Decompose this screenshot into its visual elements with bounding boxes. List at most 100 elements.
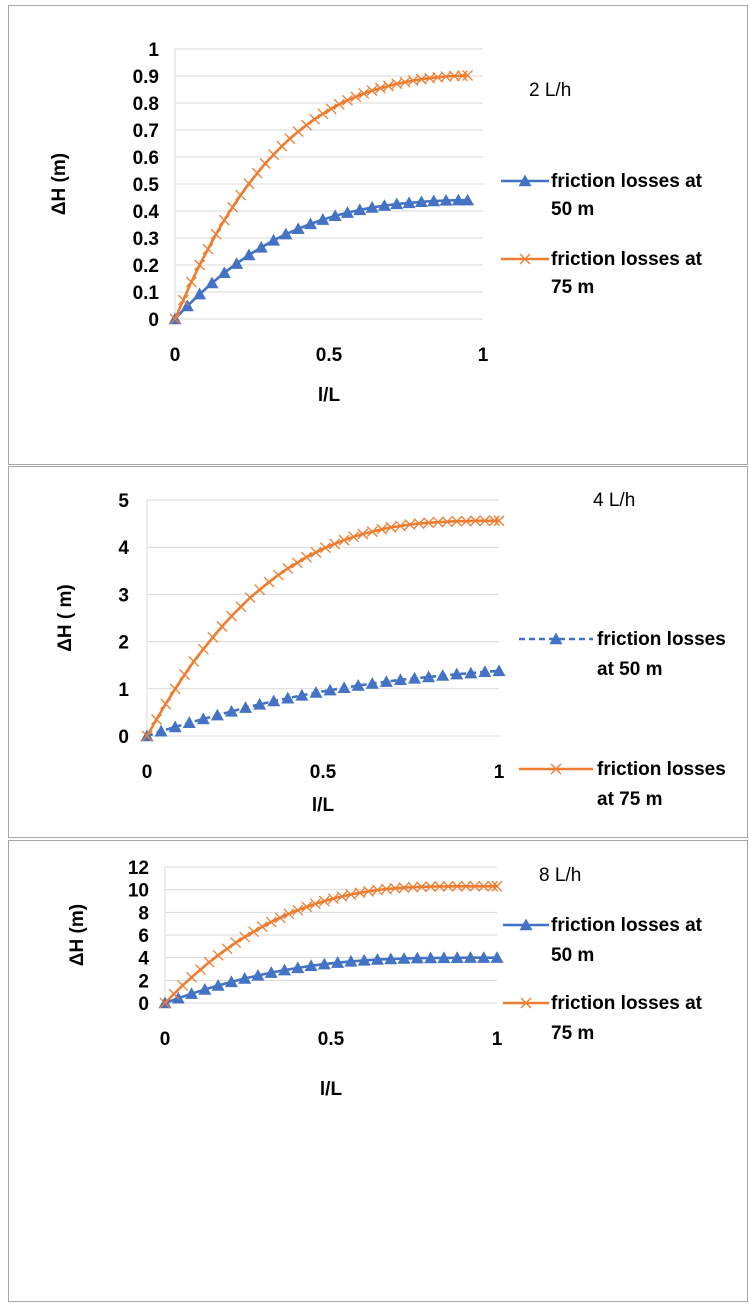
legend-marker (520, 997, 532, 1009)
y-axis-label: ΔH (m) (67, 904, 88, 966)
data-point (329, 538, 341, 550)
legend-marker (519, 918, 533, 931)
data-point (440, 71, 452, 82)
legend-label: friction losses at (551, 993, 703, 1014)
data-point (254, 240, 268, 253)
data-point (404, 519, 416, 531)
y-tick-label: 0.6 (133, 148, 159, 169)
data-point (268, 149, 280, 161)
series-50m (140, 664, 506, 742)
series-50m (158, 951, 504, 1009)
chart-2lh: 0 0.1 0.2 0.3 0.4 0.5 0.6 0.7 0.8 0.9 1 0 0.5 1 l/L ΔH … (49, 40, 703, 406)
data-point (462, 70, 474, 81)
data-point (323, 683, 337, 696)
flow-rate-annotation: 8 L/h (539, 865, 581, 886)
data-point (422, 670, 436, 683)
legend-marker (549, 632, 563, 645)
data-point (442, 880, 454, 892)
x-tick-label: 0.5 (316, 345, 343, 366)
series-75m (159, 880, 503, 1009)
data-point (432, 516, 444, 528)
y-tick-label: 8 (138, 903, 149, 924)
data-point (301, 901, 313, 913)
legend-label: at 75 m (597, 789, 662, 810)
data-point (351, 678, 365, 691)
data-point (408, 671, 422, 684)
data-point (397, 952, 411, 964)
data-point (235, 601, 247, 613)
data-point (357, 953, 371, 966)
legend-label: 50 m (551, 945, 594, 966)
x-axis-label: l/L (312, 795, 335, 816)
data-point (456, 70, 468, 82)
legend-marker (550, 763, 562, 775)
data-point (460, 515, 472, 527)
data-point (310, 546, 322, 558)
y-tick-label: 0.1 (133, 283, 160, 304)
data-point (379, 675, 393, 687)
data-point (410, 951, 424, 964)
y-tick-label: 12 (128, 858, 149, 879)
y-tick-label: 0 (118, 727, 129, 748)
legend-label: friction losses at (551, 249, 703, 270)
data-point (416, 881, 428, 893)
data-point (179, 669, 191, 681)
data-point (325, 103, 337, 115)
data-point (394, 520, 406, 532)
data-point (328, 209, 342, 222)
data-point (437, 951, 451, 964)
data-point (477, 951, 491, 963)
data-point (242, 248, 256, 261)
legend-entry: friction losses at 50 m (501, 171, 703, 220)
y-tick-label: 0.4 (133, 202, 160, 223)
legend-entry: friction losses at 75 m (503, 993, 703, 1044)
data-point (180, 299, 194, 312)
chart-panel-8lh: 0 2 4 6 8 10 12 0 0.5 1 l/L ΔH (m) 8 L/h friction los… (8, 840, 748, 1302)
data-point (478, 880, 490, 892)
data-point (478, 665, 492, 678)
data-point (384, 952, 398, 965)
data-point (254, 584, 266, 596)
data-point (197, 643, 209, 655)
data-point (331, 956, 345, 968)
data-point (251, 968, 265, 981)
data-point (168, 720, 182, 733)
y-tick-label: 3 (118, 585, 129, 606)
y-tick-label: 0.8 (133, 94, 159, 115)
chart-panel-4lh: 0 1 2 3 4 5 0 0.5 1 l/L ΔH ( m) 4 L/h friction losse… (8, 466, 748, 838)
y-tick-label: 0.9 (133, 67, 159, 88)
data-point (279, 227, 293, 240)
data-point (239, 701, 253, 713)
data-point (159, 997, 171, 1009)
flow-rate-annotation: 2 L/h (529, 80, 571, 101)
chart-4lh: 0 1 2 3 4 5 0 0.5 1 l/L ΔH ( m) 4 L/h friction losse… (55, 490, 726, 816)
data-point (393, 673, 407, 686)
y-axis-label: ΔH ( m) (55, 584, 76, 651)
legend-label: at 50 m (597, 659, 662, 680)
y-tick-label: 0.2 (133, 256, 159, 277)
data-point (493, 515, 505, 527)
data-point (185, 987, 199, 999)
data-point (227, 201, 239, 213)
data-point (186, 971, 198, 983)
data-point (168, 988, 180, 1000)
data-point (177, 979, 189, 991)
x-tick-label: 0 (160, 1029, 171, 1050)
data-point (253, 697, 267, 710)
data-point (389, 882, 401, 894)
legend-label: friction losses (597, 759, 726, 780)
data-point (216, 621, 228, 632)
flow-rate-annotation: 4 L/h (593, 490, 635, 511)
data-point (491, 880, 503, 892)
y-tick-label: 1 (148, 40, 159, 61)
data-point (198, 983, 212, 995)
data-point (398, 882, 410, 894)
y-tick-label: 0.7 (133, 121, 159, 142)
data-point (374, 82, 386, 94)
data-point (263, 576, 275, 588)
data-point (436, 669, 450, 681)
data-point (282, 562, 294, 574)
data-point (309, 686, 323, 698)
data-point (451, 515, 463, 527)
